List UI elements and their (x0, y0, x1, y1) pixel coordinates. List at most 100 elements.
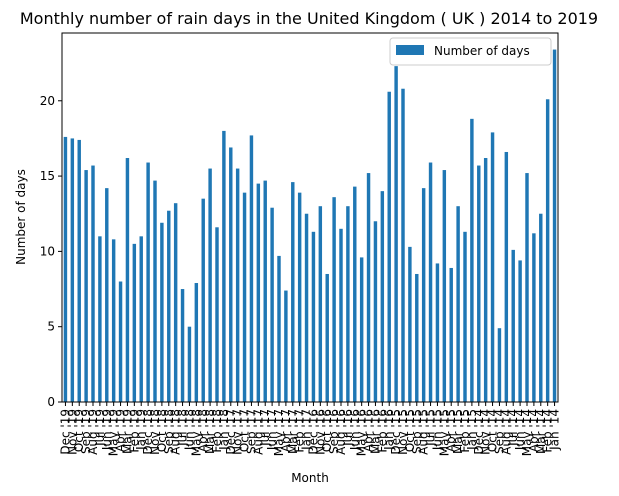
bar (545, 99, 550, 403)
bar (504, 151, 509, 402)
x-tick-label: Apr '18 (196, 409, 210, 452)
x-tick-label: Jan '16 (382, 409, 396, 451)
bar (339, 228, 343, 402)
x-tick-label: Jun '17 (265, 409, 279, 451)
x-tick-label: Jan '19 (134, 409, 148, 451)
bar (91, 165, 95, 402)
x-tick-label: Jan '15 (465, 409, 479, 451)
bar (153, 180, 157, 402)
bar (249, 135, 254, 403)
x-tick-label: Mar '18 (203, 409, 217, 454)
bar (346, 206, 350, 402)
x-tick-label: Aug '15 (417, 409, 431, 455)
bar (118, 281, 123, 402)
x-tick-label: Jun '18 (182, 409, 196, 451)
x-tick-label: Feb '18 (210, 409, 224, 453)
bar (470, 118, 474, 402)
bar (442, 170, 447, 402)
bar (167, 210, 171, 402)
y-tick-label: 10 (40, 244, 55, 258)
y-tick-label: 20 (40, 94, 55, 108)
bar (132, 243, 137, 402)
x-tick-label: Mar '17 (286, 409, 300, 454)
bar (401, 88, 405, 402)
bar (408, 246, 412, 402)
bar (215, 227, 219, 402)
bar (325, 273, 329, 402)
x-tick-label: Jul '15 (424, 409, 438, 447)
x-tick-label: Jun '14 (513, 409, 527, 451)
x-tick-label: Dec '19 (58, 409, 72, 455)
x-tick-label: Aug '18 (169, 409, 183, 455)
x-tick-label: Oct '18 (155, 409, 169, 452)
bar (173, 203, 178, 402)
bar (235, 168, 240, 402)
x-tick-label: Oct '17 (238, 409, 252, 452)
x-tick-label: Jan '14 (548, 409, 562, 451)
x-tick-label: Nov '17 (231, 409, 245, 455)
bar (146, 162, 150, 402)
bar (311, 231, 316, 402)
x-tick-label: Dec '18 (141, 409, 155, 455)
x-tick-label: Jul '18 (176, 409, 190, 447)
x-tick-label: Jun '19 (100, 409, 114, 451)
bar (552, 49, 557, 402)
bar (525, 173, 529, 402)
x-tick-label: Sep '17 (244, 409, 258, 454)
x-tick-label: Dec '14 (472, 409, 486, 455)
x-tick-label: Nov '19 (65, 409, 79, 455)
x-tick-label: Sep '19 (79, 409, 93, 454)
x-tick-label: Dec '16 (306, 409, 320, 455)
x-tick-label: Aug '14 (499, 409, 513, 455)
x-tick-label: Apr '15 (444, 409, 458, 452)
bar (208, 168, 212, 402)
chart-title: Monthly number of rain days in the Unite… (20, 9, 598, 28)
bar (63, 136, 68, 403)
bar (456, 206, 460, 402)
x-tick-label: Oct '15 (403, 409, 417, 452)
x-tick-label: Jul '16 (341, 409, 355, 447)
bar (359, 257, 364, 402)
x-tick-label: Oct '19 (72, 409, 86, 452)
legend: Number of days (389, 37, 552, 66)
x-tick-label: Apr '14 (527, 409, 541, 452)
bar (180, 289, 185, 402)
x-tick-label: Jun '15 (430, 409, 444, 451)
bar (201, 198, 205, 402)
x-tick-label: Mar '19 (120, 409, 134, 454)
y-tick-label: 5 (47, 320, 55, 334)
bar (98, 236, 102, 402)
plot-frame (61, 32, 559, 403)
bar (187, 326, 192, 402)
x-tick-label: Nov '15 (396, 409, 410, 455)
bar (490, 132, 495, 402)
x-tick-label: Feb '17 (293, 409, 307, 453)
bar (428, 162, 433, 402)
bar (421, 188, 426, 402)
x-tick-label: May '17 (272, 409, 286, 456)
x-tick-label: Mar '14 (534, 409, 548, 454)
bar (332, 197, 336, 402)
x-tick-label: Apr '16 (362, 409, 376, 452)
bar (242, 192, 247, 402)
x-tick-label: Jun '16 (348, 409, 362, 451)
x-tick-label: Feb '19 (127, 409, 141, 453)
x-tick-label: Jul '14 (506, 409, 520, 447)
bar (222, 130, 226, 402)
x-tick-label: Aug '16 (334, 409, 348, 455)
x-axis-label: Month (291, 471, 329, 485)
x-tick-label: Sep '14 (492, 409, 506, 454)
x-tick-label: Mar '15 (451, 409, 465, 454)
bar (511, 249, 515, 402)
bar (139, 236, 143, 402)
x-tick-label: Nov '18 (148, 409, 162, 455)
bar (387, 91, 391, 403)
bar (105, 188, 109, 402)
bar (449, 267, 453, 402)
bar (415, 273, 419, 402)
x-tick-label: Jul '19 (93, 409, 107, 447)
x-tick-label: Apr '19 (114, 409, 128, 452)
x-tick-label: Mar '16 (368, 409, 382, 454)
bar (111, 239, 116, 402)
